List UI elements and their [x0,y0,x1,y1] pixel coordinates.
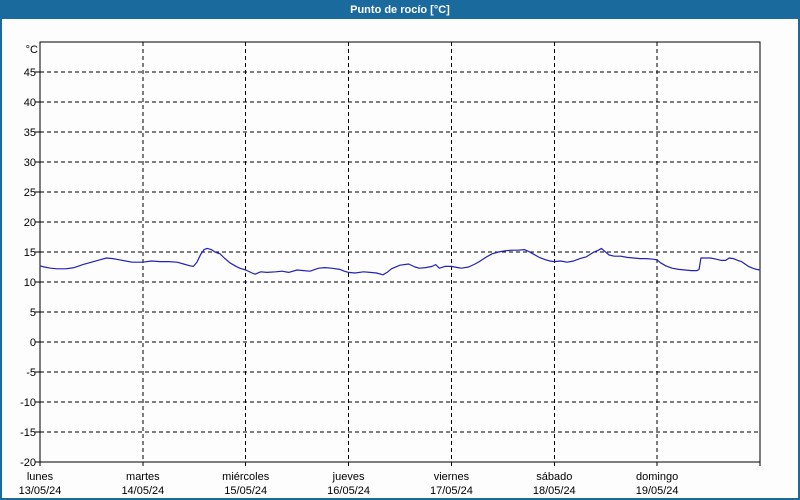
x-day-name-label: jueves [332,471,365,483]
x-day-date-label: 16/05/24 [327,485,370,497]
x-day-name-label: domingo [636,471,678,483]
y-tick-label: 15 [24,247,36,259]
x-day-date-label: 18/05/24 [533,485,576,497]
y-tick-label: 25 [24,187,36,199]
x-day-name-label: viernes [434,471,470,483]
chart-title: Punto de rocío [°C] [350,4,450,16]
y-tick-label: 40 [24,97,36,109]
x-day-date-label: 13/05/24 [19,485,62,497]
x-day-name-label: lunes [27,471,54,483]
tick-marks [35,71,761,466]
x-day-date-label: 14/05/24 [121,485,164,497]
y-tick-label: -10 [20,397,36,409]
x-day-date-label: 15/05/24 [224,485,267,497]
y-tick-label: 5 [30,307,36,319]
x-day-name-label: martes [126,471,160,483]
dew-point-series-line [39,247,761,276]
y-tick-labels: 45 40 35 30 25 20 15 10 5 0 -5 -10 -15 -20 °C [20,44,38,469]
x-day-date-label: 17/05/24 [430,485,473,497]
y-tick-label: -15 [20,427,36,439]
y-tick-label: 30 [24,157,36,169]
y-tick-label: -20 [20,457,36,469]
y-tick-label: 0 [30,337,36,349]
x-day-name-label: sábado [536,471,572,483]
y-tick-label: -5 [26,367,36,379]
y-tick-label: 45 [24,67,36,79]
y-tick-label: 20 [24,217,36,229]
x-day-labels: lunes 13/05/24 martes 14/05/24 miércoles 15/0… [19,471,679,497]
y-tick-label: 10 [24,277,36,289]
grid-lines [40,42,760,462]
x-day-date-label: 19/05/24 [636,485,679,497]
series-lines [39,247,761,276]
y-axis-unit-label: °C [26,44,38,56]
y-tick-label: 35 [24,127,36,139]
chart-title-bar: Punto de rocío [°C] [2,2,798,19]
x-day-name-label: miércoles [222,471,270,483]
